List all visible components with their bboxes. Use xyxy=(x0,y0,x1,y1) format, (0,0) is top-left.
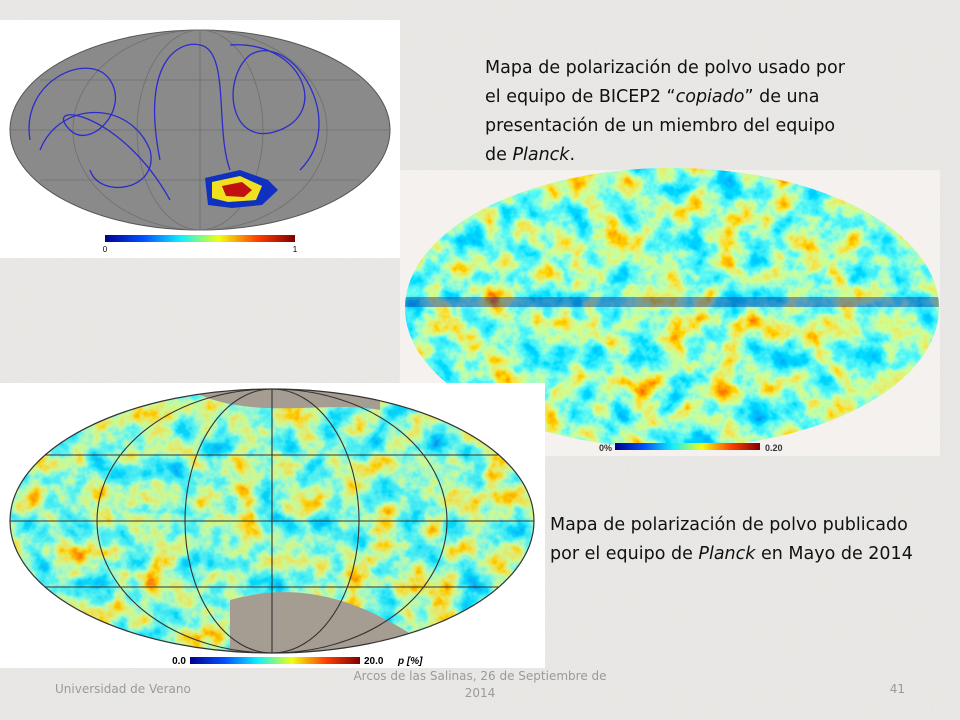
caption-emphasis: copiado xyxy=(675,87,745,107)
footer-left: Universidad de Verano xyxy=(55,682,191,696)
colorbar-max: 1 xyxy=(293,245,298,254)
caption-text: Mapa de polarización de polvo usado por … xyxy=(485,58,845,107)
caption-bottom: Mapa de polarización de polvo publicado … xyxy=(550,511,920,569)
colorbar-max: 0.20 xyxy=(765,443,783,453)
caption-text: . xyxy=(569,145,576,165)
colorbar-min: 0% xyxy=(599,443,612,453)
caption-text: ” de una presentación de un miembro del … xyxy=(485,87,836,165)
caption-emphasis: Planck xyxy=(512,145,570,165)
caption-text: Mapa de polarización de polvo publicado … xyxy=(550,515,908,564)
planck-map-copied xyxy=(400,168,940,456)
caption-text: en Mayo de 2014 xyxy=(755,544,913,564)
colorbar-min: 0 xyxy=(103,245,108,254)
page-number: 41 xyxy=(889,682,905,696)
bicep2-field-map xyxy=(0,20,400,258)
caption-emphasis: Planck xyxy=(698,544,756,564)
planck-dust-map xyxy=(0,383,545,668)
caption-top: Mapa de polarización de polvo usado por … xyxy=(485,54,855,170)
colorbar-unit: p [%] xyxy=(397,656,423,667)
footer-center: Arcos de las Salinas, 26 de Septiembre d… xyxy=(353,669,607,700)
colorbar-min: 0.0 xyxy=(172,656,186,667)
colorbar-max: 20.0 xyxy=(364,656,384,667)
